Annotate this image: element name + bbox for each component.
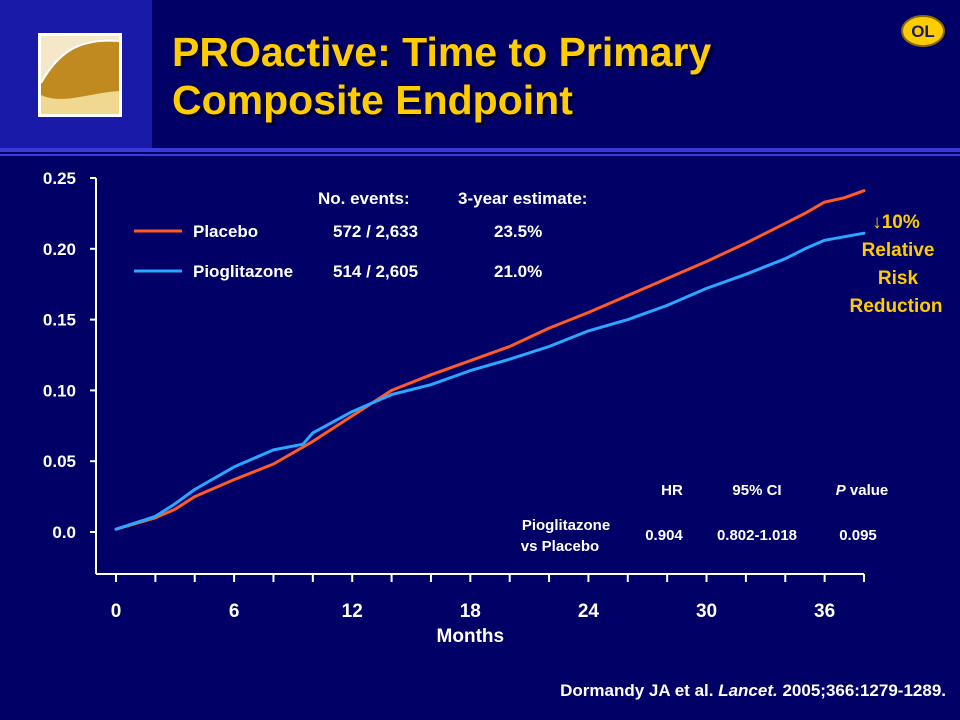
x-tick-label: 0 xyxy=(111,601,122,622)
ol-badge-text: OL xyxy=(911,22,935,41)
stats-header-p-rest: value xyxy=(846,482,889,499)
y-tick-label: 0.15 xyxy=(43,311,76,330)
header-divider xyxy=(0,148,960,152)
annotation-value: 10% xyxy=(882,212,920,233)
series-line-pioglitazone xyxy=(114,231,866,531)
stats-table: HR 95% CI P value Pioglitazone vs Placeb… xyxy=(521,482,888,555)
stats-header-p-letter: P xyxy=(836,482,847,499)
risk-reduction-annotation: ↓10% Relative Risk Reduction xyxy=(850,212,943,317)
y-tick-label: 0.10 xyxy=(43,381,76,400)
legend-col-events: No. events: xyxy=(318,189,410,208)
x-tick-label: 18 xyxy=(460,601,481,622)
x-tick-label: 12 xyxy=(342,601,363,622)
x-tick-label: 24 xyxy=(578,601,600,622)
stats-value-ci: 0.802-1.018 xyxy=(717,527,797,544)
chart-axes: 0.0 0.05 0.10 0.15 0.20 0.25 0 6 12 18 24 30 36 Month… xyxy=(43,169,865,647)
header-divider-thin xyxy=(0,154,960,156)
chart-area: 0.0 0.05 0.10 0.15 0.20 0.25 0 6 12 18 24 30 36 Month… xyxy=(43,169,943,647)
legend-events-pioglitazone: 514 / 2,605 xyxy=(333,262,418,281)
y-tick-label: 0.25 xyxy=(43,169,76,188)
legend-estimate-placebo: 23.5% xyxy=(494,222,542,241)
annotation-line-1: ↓10% xyxy=(872,212,920,233)
stats-header-hr: HR xyxy=(661,482,683,499)
citation-authors: Dormandy JA et al. xyxy=(560,681,714,700)
slide-title: PROactive: Time to Primary Composite End… xyxy=(172,28,872,124)
x-tick-label: 30 xyxy=(696,601,717,622)
header-band xyxy=(0,0,960,148)
stats-value-p: 0.095 xyxy=(839,527,877,544)
legend-events-placebo: 572 / 2,633 xyxy=(333,222,418,241)
y-tick-label: 0.0 xyxy=(52,523,76,542)
logo-icon xyxy=(38,33,122,117)
stats-header-ci: 95% CI xyxy=(732,482,781,499)
annotation-line-4: Reduction xyxy=(850,296,943,317)
x-tick-label: 36 xyxy=(814,601,835,622)
citation: Dormandy JA et al. Lancet. 2005;366:1279… xyxy=(0,681,946,701)
legend-name-placebo: Placebo xyxy=(193,222,258,241)
stats-header-p: P value xyxy=(836,482,889,499)
title-line-2: Composite Endpoint xyxy=(172,77,573,123)
y-tick-label: 0.05 xyxy=(43,452,76,471)
x-axis-label: Months xyxy=(437,626,505,647)
citation-journal: Lancet. xyxy=(718,681,778,700)
series-line-placebo xyxy=(114,189,866,531)
annotation-line-2: Relative xyxy=(862,240,935,261)
legend-name-pioglitazone: Pioglitazone xyxy=(193,262,293,281)
annotation-line-3: Risk xyxy=(878,268,919,289)
stats-value-hr: 0.904 xyxy=(645,527,683,544)
stats-row-label-1: Pioglitazone xyxy=(522,517,610,534)
citation-details: 2005;366:1279-1289. xyxy=(782,681,946,700)
chart-series xyxy=(114,189,866,531)
ol-badge-icon: OL xyxy=(901,15,945,47)
legend-col-estimate: 3-year estimate: xyxy=(458,189,587,208)
y-tick-label: 0.20 xyxy=(43,240,76,259)
down-arrow-icon: ↓ xyxy=(872,212,882,233)
logo-panel xyxy=(0,0,152,148)
stats-row-label-2: vs Placebo xyxy=(521,538,599,555)
legend-estimate-pioglitazone: 21.0% xyxy=(494,262,542,281)
title-line-1: PROactive: Time to Primary xyxy=(172,29,712,75)
x-tick-label: 6 xyxy=(229,601,240,622)
